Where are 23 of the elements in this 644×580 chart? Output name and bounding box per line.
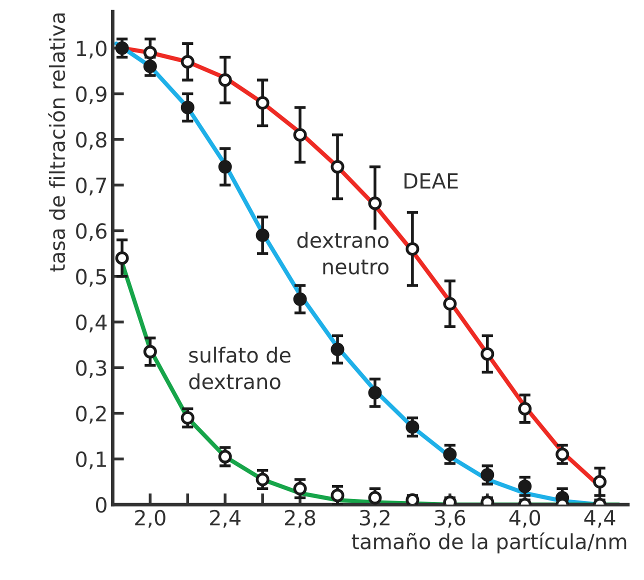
y-tick-label: 0,4 [76,314,107,332]
y-tick-label: 0,7 [76,178,106,196]
x-tick-label: 2,4 [210,510,241,528]
y-tick-label: 0,9 [76,86,106,104]
y-tick-label: 0 [96,497,106,513]
y-axis-title: tasa de filtración relativa [48,13,66,272]
x-axis-title: tamaño de la partícula/nm [352,532,626,554]
annotation: DEAE [404,173,458,188]
x-tick-label: 2,0 [135,510,166,528]
x-tick-label: 3,2 [360,510,390,528]
x-tick-label: 4,0 [509,510,540,528]
y-tick-label: 1,0 [76,40,106,58]
x-tick-label: 3,6 [434,510,466,528]
x-tick-label: 4,4 [584,510,616,528]
y-tick-label: 0,2 [76,406,106,424]
x-tick-label: 2,8 [285,510,316,528]
y-tick-label: 0,3 [76,360,106,378]
annotation: sulfato de dextrano [189,346,290,390]
y-tick-label: 0,5 [76,268,106,287]
y-tick-label: 0,1 [76,451,106,470]
y-tick-label: 0,6 [76,223,107,242]
y-tick-label: 0,8 [76,132,106,150]
annotation: dextrano neutro [297,232,388,274]
